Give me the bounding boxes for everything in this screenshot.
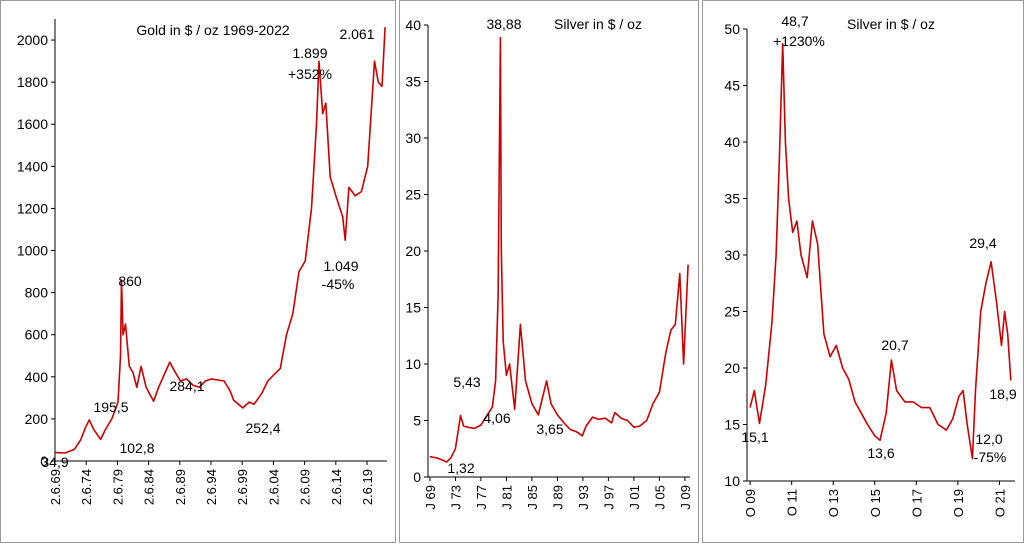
y-tick-label: 600	[25, 327, 49, 343]
data-annotation: 2.061	[339, 26, 374, 42]
data-annotation: 252,4	[245, 420, 280, 436]
y-tick-label: 10	[405, 356, 421, 372]
data-annotation: 195,5	[93, 399, 128, 415]
x-tick-label: 2.6.19	[360, 469, 375, 505]
y-tick-label: 400	[25, 369, 49, 385]
data-annotation: 29,4	[969, 235, 996, 251]
x-tick-label: J 01	[627, 485, 642, 510]
y-tick-label: 0	[40, 453, 48, 469]
y-tick-label: 1800	[17, 74, 48, 90]
y-tick-label: 1600	[17, 116, 48, 132]
y-tick-label: 0	[413, 469, 421, 485]
x-tick-label: O 11	[785, 489, 800, 516]
x-tick-label: 2.6.74	[79, 469, 94, 505]
x-tick-label: J 85	[525, 485, 540, 510]
x-tick-label: 2.6.79	[110, 469, 125, 505]
x-tick-label: J 73	[448, 485, 463, 510]
chart-title: Silver in $ / oz	[554, 16, 642, 32]
y-tick-label: 35	[405, 74, 421, 90]
data-annotation: 3,65	[536, 421, 563, 437]
data-annotation: -45%	[322, 276, 355, 292]
data-annotation: 4,06	[483, 410, 510, 426]
x-tick-label: 2.6.89	[173, 469, 188, 505]
x-tick-label: 2.6.09	[298, 469, 313, 505]
chart-title: Silver in $ / oz	[847, 16, 935, 32]
x-tick-label: O 09	[743, 489, 758, 517]
data-annotation: 15,1	[741, 429, 768, 445]
x-tick-label: J 09	[678, 485, 693, 510]
y-tick-label: 30	[405, 130, 421, 146]
gold-chart: 0 200 400 600 800 1000 1200 1400 1600 1800 2000 2.6…	[17, 19, 387, 505]
price-series-line	[749, 42, 1012, 460]
data-annotation: 860	[118, 273, 142, 289]
y-tick-label: 1000	[17, 243, 48, 259]
data-annotation: 34,9	[41, 454, 68, 470]
x-tick-label: J 77	[474, 485, 489, 510]
data-annotation: 1.049	[323, 258, 358, 274]
x-tick-label: 2.6.99	[235, 469, 250, 505]
x-tick-label: J 97	[601, 485, 616, 510]
data-annotation: 1.899	[292, 45, 327, 61]
y-tick-label: 800	[25, 285, 49, 301]
y-tick-label: 20	[405, 243, 421, 259]
x-tick-label: 2.6.69	[48, 469, 63, 505]
y-tick-label: 40	[405, 17, 421, 33]
data-annotation: 1,32	[447, 460, 474, 476]
y-tick-label: 15	[724, 417, 740, 433]
x-tick-label: J 69	[423, 485, 438, 510]
y-tick-label: 20	[724, 360, 740, 376]
data-annotation: 48,7	[781, 13, 808, 29]
y-tick-label: 1400	[17, 158, 48, 174]
x-tick-label: 2.6.14	[329, 469, 344, 505]
y-tick-label: 35	[724, 191, 740, 207]
x-tick-label: J 05	[652, 485, 667, 510]
x-tick-label: O 13	[826, 489, 841, 517]
y-tick-label: 25	[724, 304, 740, 320]
data-annotation: 13,6	[867, 445, 894, 461]
x-tick-label: 2.6.04	[266, 469, 281, 505]
y-tick-label: 2000	[17, 32, 48, 48]
data-annotation: 12,0	[975, 431, 1002, 447]
y-tick-label: 200	[25, 411, 49, 427]
silver-long-chart-panel: 0 5 10 15 20 25 30 35 40 J 69 J 73 J 77 J 81 J 85 J 89…	[399, 0, 699, 543]
data-annotation: 18,9	[989, 386, 1016, 402]
x-tick-label: O 21	[992, 489, 1007, 517]
data-annotation: 284,1	[169, 378, 204, 394]
x-tick-label: O 17	[909, 489, 924, 517]
x-tick-label: J 93	[576, 485, 591, 510]
y-tick-label: 15	[405, 300, 421, 316]
price-series-line	[429, 36, 689, 463]
data-annotation: 20,7	[881, 337, 908, 353]
y-tick-label: 1200	[17, 200, 48, 216]
y-tick-label: 40	[724, 134, 740, 150]
silver-recent-chart-panel: 10 15 20 25 30 35 40 45 50 O 09 O 11 O 13 O 15 O 17 O …	[702, 0, 1024, 543]
y-tick-label: 30	[724, 247, 740, 263]
data-annotation: 102,8	[119, 440, 154, 456]
y-tick-label: 25	[405, 187, 421, 203]
chart-title: Gold in $ / oz 1969-2022	[136, 22, 290, 38]
data-annotation: 5,43	[453, 374, 480, 390]
data-annotation: -75%	[974, 449, 1007, 465]
y-tick-label: 50	[724, 21, 740, 37]
price-series-line	[54, 27, 386, 454]
x-tick-label: J 89	[550, 485, 565, 510]
y-tick-label: 45	[724, 78, 740, 94]
y-tick-label: 10	[724, 473, 740, 489]
x-tick-label: J 81	[499, 485, 514, 510]
gold-chart-panel: 0 200 400 600 800 1000 1200 1400 1600 1800 2000 2.6…	[0, 0, 396, 543]
x-tick-label: O 15	[868, 489, 883, 517]
silver-long-chart: 0 5 10 15 20 25 30 35 40 J 69 J 73 J 77 J 81 J 85 J 89…	[405, 16, 693, 510]
y-tick-label: 5	[413, 413, 421, 429]
x-tick-label: 2.6.94	[204, 469, 219, 505]
data-annotation: +352%	[288, 66, 332, 82]
silver-recent-chart: 10 15 20 25 30 35 40 45 50 O 09 O 11 O 13 O 15 O 17 O …	[724, 13, 1016, 517]
data-annotation: +1230%	[773, 33, 825, 49]
x-tick-label: O 19	[951, 489, 966, 517]
data-annotation: 38,88	[486, 16, 521, 32]
x-tick-label: 2.6.84	[142, 469, 157, 505]
